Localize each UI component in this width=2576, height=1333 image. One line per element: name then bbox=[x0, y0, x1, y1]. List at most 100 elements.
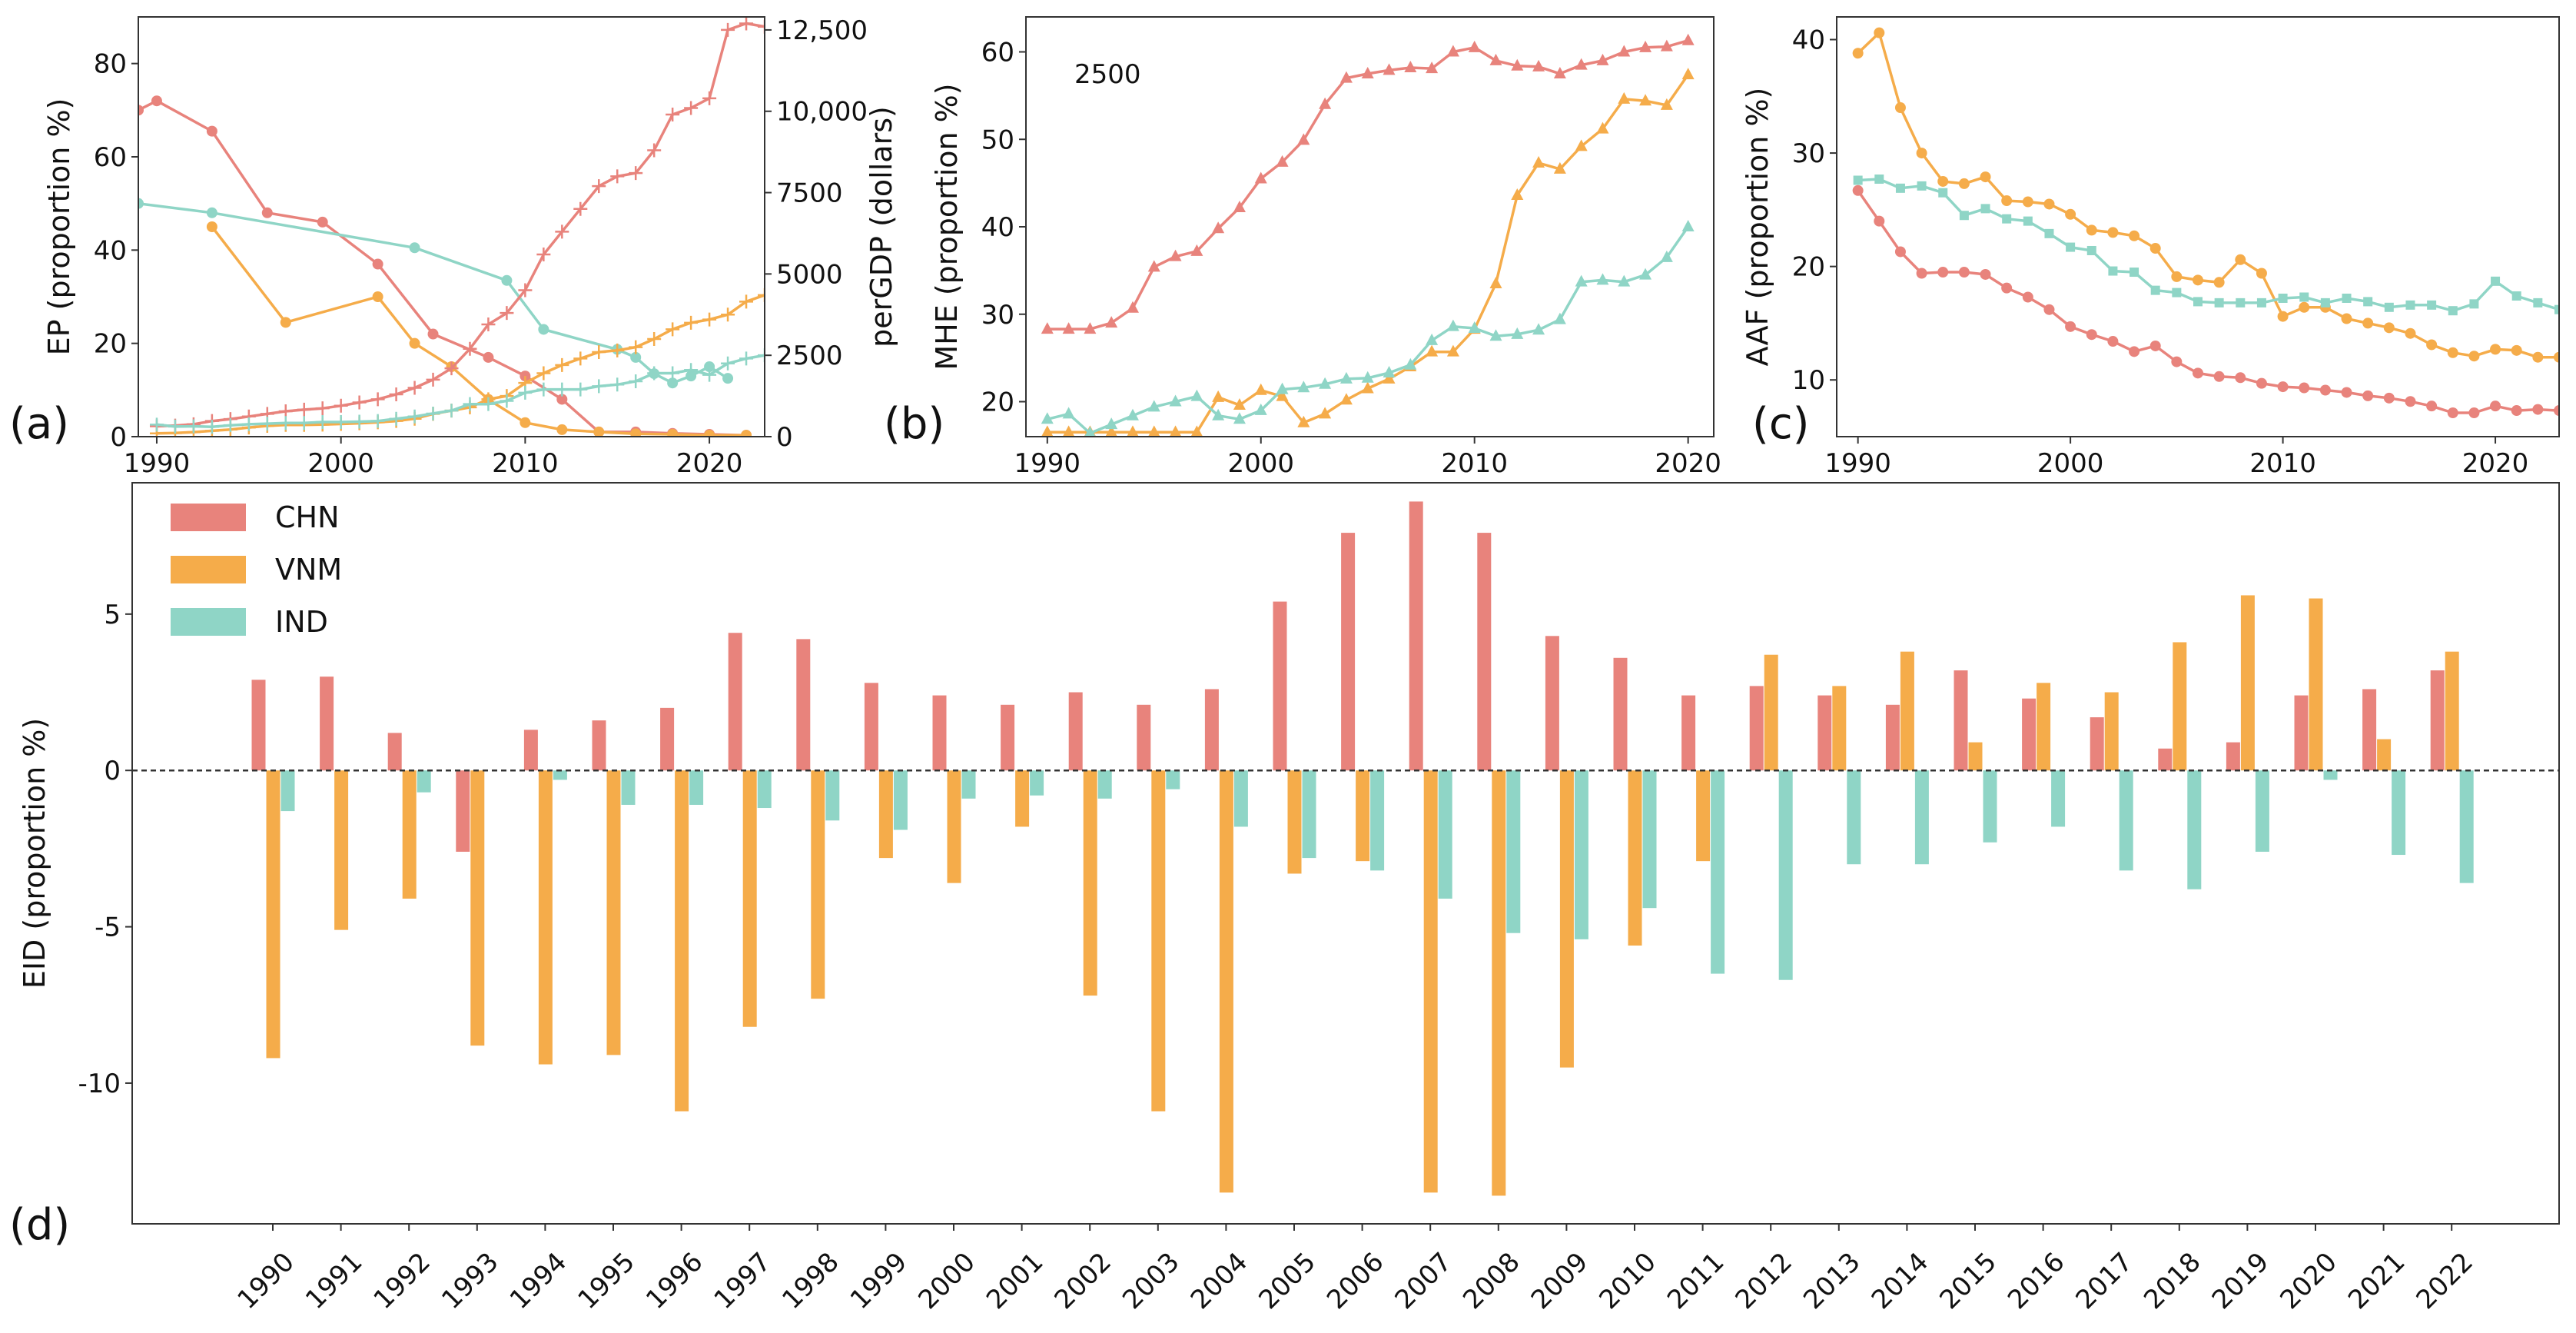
data-point bbox=[1212, 221, 1225, 234]
bar-vnm bbox=[811, 770, 825, 999]
bar-chn bbox=[1409, 501, 1423, 771]
y-tick-label: 10 bbox=[1792, 365, 1825, 396]
data-point bbox=[739, 351, 754, 366]
bar-chn bbox=[1137, 704, 1151, 771]
data-point bbox=[1532, 323, 1545, 335]
data-point bbox=[1511, 188, 1524, 201]
data-point bbox=[1126, 301, 1139, 313]
bar-chn bbox=[2294, 695, 2309, 771]
bar-vnm bbox=[1287, 770, 1302, 874]
data-point bbox=[1446, 319, 1459, 331]
data-point bbox=[463, 397, 477, 411]
data-point bbox=[427, 328, 439, 340]
legend: CHN VNM IND bbox=[171, 500, 342, 639]
data-point bbox=[2491, 276, 2501, 286]
data-point bbox=[2277, 381, 2289, 393]
data-point bbox=[684, 101, 699, 115]
data-point bbox=[2108, 266, 2118, 276]
data-point bbox=[1254, 383, 1267, 395]
data-point bbox=[2363, 297, 2373, 307]
y-tick-label: 0 bbox=[104, 756, 121, 786]
series-chn-left bbox=[1041, 33, 1695, 334]
data-point bbox=[1660, 98, 1673, 110]
data-point bbox=[297, 402, 311, 417]
data-point bbox=[334, 414, 348, 429]
data-point bbox=[1639, 268, 1652, 280]
data-point bbox=[702, 367, 717, 382]
bar-ind bbox=[961, 770, 976, 799]
y-tick-label: 40 bbox=[94, 235, 127, 266]
bar-chn bbox=[1817, 695, 1832, 771]
data-point bbox=[2469, 299, 2479, 309]
panel-c-aaf-chart: 1990 2000 2010 2020 10 20 30 40 AAF (proportion … bbox=[1741, 16, 2560, 479]
series-line bbox=[1857, 31, 2559, 359]
y-right-axis-label: perGDP (dollars) bbox=[865, 106, 898, 347]
data-point bbox=[334, 398, 348, 413]
data-point bbox=[1105, 316, 1118, 328]
data-point bbox=[372, 258, 383, 270]
data-point bbox=[2023, 216, 2033, 226]
series-ind-left bbox=[1853, 175, 2559, 316]
series-line bbox=[1857, 189, 2559, 414]
x-tick-label: 1990 bbox=[124, 448, 191, 479]
data-point bbox=[2001, 195, 2013, 207]
data-point bbox=[1618, 45, 1631, 57]
data-point bbox=[2129, 230, 2140, 241]
data-point bbox=[2299, 382, 2310, 394]
panel-label: (d) bbox=[9, 1200, 70, 1250]
data-point bbox=[704, 430, 715, 437]
data-point bbox=[315, 401, 330, 416]
data-point bbox=[1233, 412, 1246, 424]
data-point bbox=[1468, 321, 1481, 333]
data-point bbox=[758, 348, 765, 363]
bar-vnm bbox=[1356, 770, 1370, 862]
bar-chn bbox=[2226, 742, 2240, 771]
y-tick-label: 20 bbox=[981, 387, 1014, 418]
y-tick-label: 5 bbox=[104, 600, 121, 630]
bar-vnm bbox=[1764, 654, 1778, 771]
bar-ind bbox=[1302, 770, 1316, 859]
bar-ind bbox=[1642, 770, 1657, 909]
x-tick-label: 2000 bbox=[1227, 448, 1294, 479]
bar-ind bbox=[1166, 770, 1180, 789]
data-point bbox=[1575, 58, 1588, 70]
panel-label: (c) bbox=[1752, 399, 1809, 449]
data-point bbox=[704, 361, 715, 372]
y-axis-label: AAF (proportion %) bbox=[1741, 88, 1774, 367]
data-point bbox=[2107, 336, 2119, 347]
bar-chn bbox=[1885, 704, 1900, 771]
data-point bbox=[317, 216, 328, 228]
data-point bbox=[630, 428, 642, 437]
data-point bbox=[1874, 215, 1885, 227]
legend-label-vnm: VNM bbox=[275, 553, 342, 587]
data-point bbox=[1276, 382, 1289, 394]
data-point bbox=[2341, 387, 2352, 398]
data-point bbox=[1361, 66, 1374, 78]
bar-vnm bbox=[1832, 686, 1847, 771]
data-point bbox=[667, 377, 679, 389]
data-point bbox=[2362, 390, 2374, 401]
bar-ind bbox=[1574, 770, 1588, 939]
data-point bbox=[1958, 267, 1970, 278]
bar-chn bbox=[1681, 695, 1696, 771]
bar-ind bbox=[2392, 770, 2406, 856]
data-point bbox=[206, 207, 217, 218]
data-point bbox=[1916, 148, 1927, 159]
y-axis-label: EID (proportion %) bbox=[18, 718, 51, 989]
data-point bbox=[389, 411, 403, 426]
bar-chn bbox=[592, 720, 606, 771]
bar-ind bbox=[2119, 770, 2133, 871]
data-point bbox=[555, 357, 569, 372]
data-point bbox=[556, 394, 568, 405]
data-point bbox=[758, 288, 765, 302]
x-tick-label: 2000 bbox=[2037, 448, 2104, 479]
data-point bbox=[1426, 61, 1439, 74]
bar-vnm bbox=[1696, 770, 1711, 862]
x-tick-label: 2010 bbox=[1441, 448, 1508, 479]
data-point bbox=[186, 419, 201, 434]
data-point bbox=[2511, 291, 2521, 301]
data-point bbox=[629, 166, 643, 181]
data-point bbox=[1041, 322, 1054, 334]
data-point bbox=[647, 332, 662, 347]
